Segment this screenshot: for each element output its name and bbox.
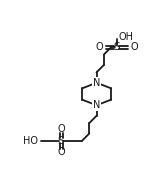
Text: N: N	[93, 100, 100, 110]
Text: O: O	[57, 147, 65, 157]
Text: HO: HO	[23, 136, 38, 146]
Text: S: S	[58, 136, 65, 146]
Text: O: O	[130, 42, 138, 52]
Text: O: O	[57, 124, 65, 134]
Text: O: O	[96, 42, 104, 52]
Text: N: N	[93, 78, 100, 88]
Text: S: S	[114, 42, 120, 52]
Text: OH: OH	[118, 32, 133, 42]
